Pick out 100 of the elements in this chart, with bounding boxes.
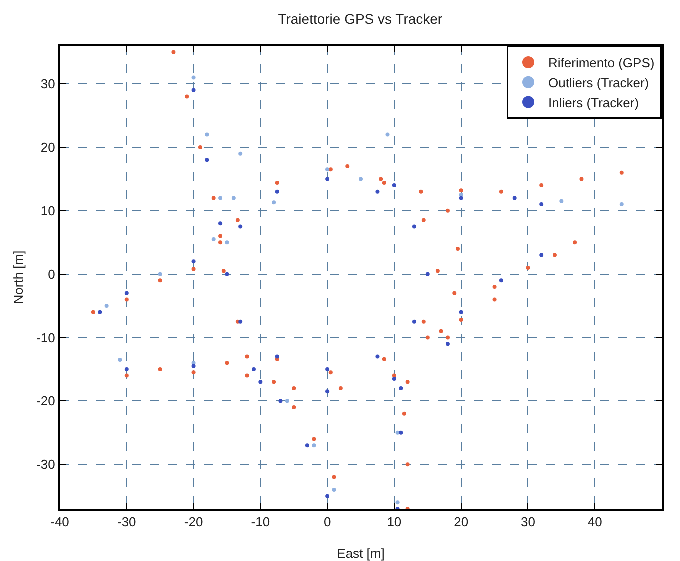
x-tick-label: 40 [588, 514, 602, 530]
point [422, 320, 426, 324]
y-tick-label: -20 [36, 394, 56, 409]
point [540, 184, 544, 188]
point [212, 237, 216, 242]
point [426, 272, 430, 276]
point [326, 367, 330, 372]
point [272, 380, 276, 384]
point [245, 374, 250, 378]
point [392, 184, 396, 188]
point [620, 170, 624, 175]
point [492, 285, 497, 290]
point [205, 158, 210, 162]
point [492, 298, 497, 302]
point [158, 272, 162, 276]
point [258, 380, 263, 384]
point [245, 354, 250, 359]
point [225, 361, 230, 366]
point [459, 310, 464, 314]
y-tick-label: 10 [40, 203, 56, 218]
point [459, 196, 464, 200]
point [552, 253, 557, 258]
point [573, 240, 578, 245]
point [192, 361, 196, 366]
point [326, 494, 330, 498]
point [172, 50, 176, 54]
point [312, 437, 316, 442]
point [359, 177, 363, 182]
point [620, 202, 624, 207]
point [326, 390, 330, 394]
point [158, 278, 162, 283]
point [439, 329, 444, 334]
point [338, 386, 343, 390]
point [419, 190, 424, 194]
point [459, 318, 464, 322]
point [305, 444, 310, 448]
x-axis-title: East [m] [337, 546, 385, 561]
point [218, 240, 223, 245]
legend-label: Inliers (Tracker) [548, 95, 640, 110]
x-tick-label: -30 [117, 514, 136, 530]
point [124, 291, 129, 296]
point [332, 488, 336, 492]
point [382, 357, 386, 362]
point [218, 234, 223, 238]
point [278, 399, 283, 404]
point [124, 374, 129, 378]
x-tick-label: -40 [50, 514, 70, 530]
x-tick-label: 30 [520, 514, 536, 530]
x-tick-label: 10 [387, 514, 402, 530]
y-tick-label: 20 [40, 140, 56, 156]
point [158, 367, 162, 372]
point [198, 145, 202, 150]
point [402, 412, 406, 416]
point [252, 367, 256, 372]
point [192, 370, 196, 375]
point [396, 430, 400, 435]
y-tick-label: 0 [48, 266, 56, 282]
point [328, 370, 333, 375]
point [225, 272, 230, 276]
point [446, 342, 450, 346]
point [379, 177, 384, 182]
point [185, 94, 190, 99]
point [238, 320, 243, 324]
point [426, 336, 430, 340]
point [232, 196, 236, 200]
point [332, 475, 336, 480]
point [218, 196, 223, 200]
y-tick-label: -30 [36, 457, 56, 472]
point [376, 190, 380, 194]
legend-label: Outliers (Tracker) [548, 75, 650, 90]
point [218, 222, 223, 226]
point [412, 320, 417, 324]
y-tick-label: -10 [36, 330, 56, 346]
point [225, 240, 230, 245]
point [328, 168, 333, 172]
legend-label: Riferimento (GPS) [548, 56, 655, 71]
y-tick-label: 30 [40, 76, 56, 92]
x-tick-label: 0 [324, 514, 332, 530]
chart-title: Traiettorie GPS vs Tracker [278, 10, 443, 27]
point [499, 190, 504, 194]
point [104, 304, 109, 308]
point [459, 193, 464, 198]
point [580, 177, 584, 182]
point [399, 430, 404, 435]
point [406, 380, 410, 384]
point [192, 88, 196, 92]
point [326, 168, 330, 172]
point [399, 386, 404, 390]
point [205, 132, 210, 137]
point [446, 336, 450, 340]
point [386, 132, 390, 137]
point [275, 181, 280, 185]
point [238, 152, 243, 156]
point [275, 190, 280, 194]
point [272, 200, 276, 205]
point [192, 364, 196, 368]
point [560, 199, 564, 204]
point [392, 376, 396, 381]
point [376, 354, 380, 359]
point [222, 269, 226, 274]
